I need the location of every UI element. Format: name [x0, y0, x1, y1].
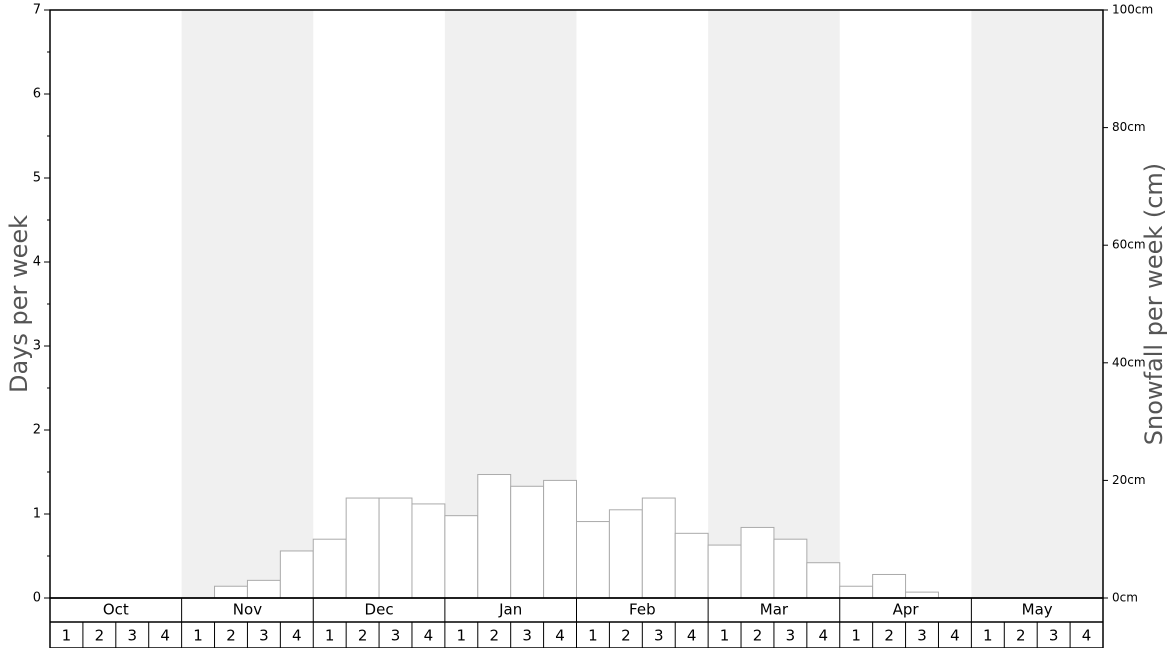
x-tick-label: 1: [457, 627, 467, 645]
x-tick-label: 3: [259, 627, 269, 645]
month-band: [181, 10, 314, 598]
x-tick-label: 2: [884, 627, 894, 645]
bar: [872, 573, 907, 599]
x-tick-label: 3: [127, 627, 137, 645]
month-label: Nov: [233, 601, 262, 619]
bar: [345, 497, 380, 599]
bar: [510, 485, 545, 599]
x-tick-label: 4: [292, 627, 302, 645]
x-tick-label: 1: [325, 627, 335, 645]
x-tick-label: 3: [917, 627, 927, 645]
x-tick-label: 2: [489, 627, 499, 645]
bar: [905, 591, 939, 599]
bar: [477, 474, 512, 599]
x-tick-label: 4: [1082, 627, 1092, 645]
x-tick-label: 1: [851, 627, 861, 645]
x-tick-label: 3: [391, 627, 401, 645]
x-tick-label: 1: [588, 627, 598, 645]
y-tick-label: 7: [33, 3, 41, 18]
month-label: Jan: [498, 601, 522, 619]
bar: [279, 550, 314, 599]
x-tick-label: 4: [687, 627, 697, 645]
bar: [641, 497, 676, 599]
bar: [378, 497, 413, 599]
bar: [411, 503, 446, 599]
x-tick-label: 1: [193, 627, 203, 645]
month-label: Feb: [629, 601, 656, 619]
bar: [740, 526, 775, 599]
bar: [214, 585, 248, 599]
x-tick-label: 4: [950, 627, 960, 645]
bar: [674, 532, 709, 599]
x-tick-label: 3: [654, 627, 664, 645]
y2-tick-label: 60cm: [1112, 238, 1146, 252]
x-tick-label: 2: [621, 627, 631, 645]
bar: [806, 562, 841, 599]
x-tick-label: 2: [95, 627, 105, 645]
bar: [839, 585, 874, 599]
month-label: Apr: [893, 601, 920, 619]
bar: [246, 579, 281, 599]
x-tick-label: 3: [1049, 627, 1059, 645]
y-tick-label: 3: [33, 339, 41, 354]
bar: [576, 521, 610, 599]
bar: [444, 515, 479, 599]
bar: [773, 538, 808, 599]
x-tick-label: 4: [819, 627, 829, 645]
y-tick-label: 1: [33, 507, 41, 522]
month-label: Dec: [365, 601, 394, 619]
y-tick-label: 0: [33, 591, 41, 606]
y2-tick-label: 0cm: [1112, 591, 1138, 605]
x-tick-label: 2: [358, 627, 368, 645]
y2-axis-label: Snowfall per week (cm): [1140, 163, 1168, 445]
x-tick-label: 3: [522, 627, 532, 645]
y2-tick-label: 40cm: [1112, 355, 1146, 369]
x-tick-label: 1: [62, 627, 72, 645]
x-tick-label: 2: [226, 627, 236, 645]
month-band: [708, 10, 840, 598]
y-tick-label: 5: [33, 171, 41, 186]
month-label: May: [1022, 601, 1053, 619]
x-tick-label: 1: [983, 627, 993, 645]
month-label: Oct: [103, 601, 129, 619]
bar: [543, 479, 577, 599]
y-tick-label: 6: [33, 87, 41, 102]
y2-tick-label: 20cm: [1112, 473, 1146, 487]
x-tick-label: 4: [160, 627, 170, 645]
y-axis-label: Days per week: [5, 215, 33, 393]
month-band: [971, 10, 1103, 598]
month-label: Mar: [760, 601, 789, 619]
x-tick-label: 4: [424, 627, 434, 645]
x-tick-label: 4: [555, 627, 565, 645]
bar: [608, 509, 643, 599]
x-tick-label: 3: [786, 627, 796, 645]
y-tick-label: 4: [33, 255, 41, 270]
x-tick-label: 2: [1016, 627, 1026, 645]
x-tick-label: 2: [753, 627, 763, 645]
y-tick-label: 2: [33, 423, 41, 438]
bar: [707, 544, 742, 599]
x-tick-label: 1: [720, 627, 730, 645]
y2-tick-label: 100cm: [1112, 3, 1153, 17]
bar: [312, 538, 347, 599]
y2-tick-label: 80cm: [1112, 120, 1146, 134]
